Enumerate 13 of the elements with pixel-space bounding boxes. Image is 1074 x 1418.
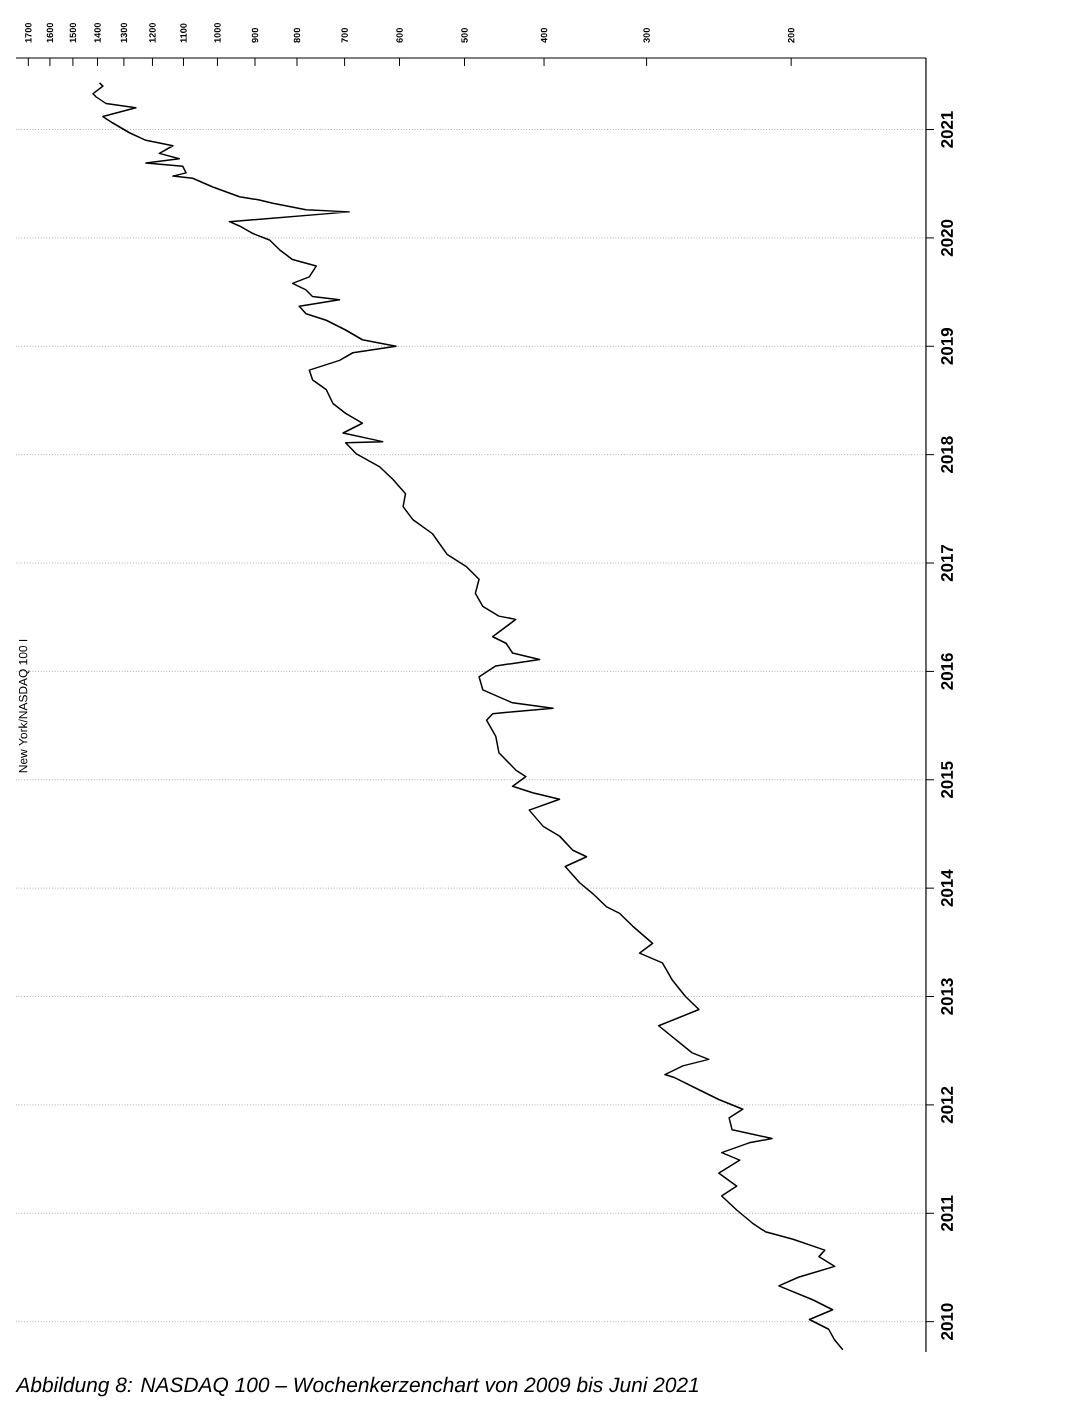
y-tick-label: 2021 (941, 111, 953, 148)
y-tick-label: 2018 (941, 436, 953, 473)
y-tick-label: 2010 (941, 1303, 953, 1340)
y-tick-label: 2011 (941, 1195, 953, 1232)
y-tick-label: 2014 (941, 869, 953, 907)
y-tick-label: 2020 (941, 219, 953, 257)
text: Abbildung 8: NASDAQ 100 – Wochenkerzenchart von 2009 bis Juni 2021 (15, 1376, 698, 1397)
y-tick-label: 2012 (941, 1086, 953, 1124)
y-tick-label: 2013 (941, 978, 954, 1015)
y-tick-label: 2017 (941, 544, 953, 582)
y-tick-label: 2019 (941, 328, 953, 365)
y-tick-label: 2015 (941, 761, 953, 799)
y-tick-label: 2016 (941, 653, 953, 690)
